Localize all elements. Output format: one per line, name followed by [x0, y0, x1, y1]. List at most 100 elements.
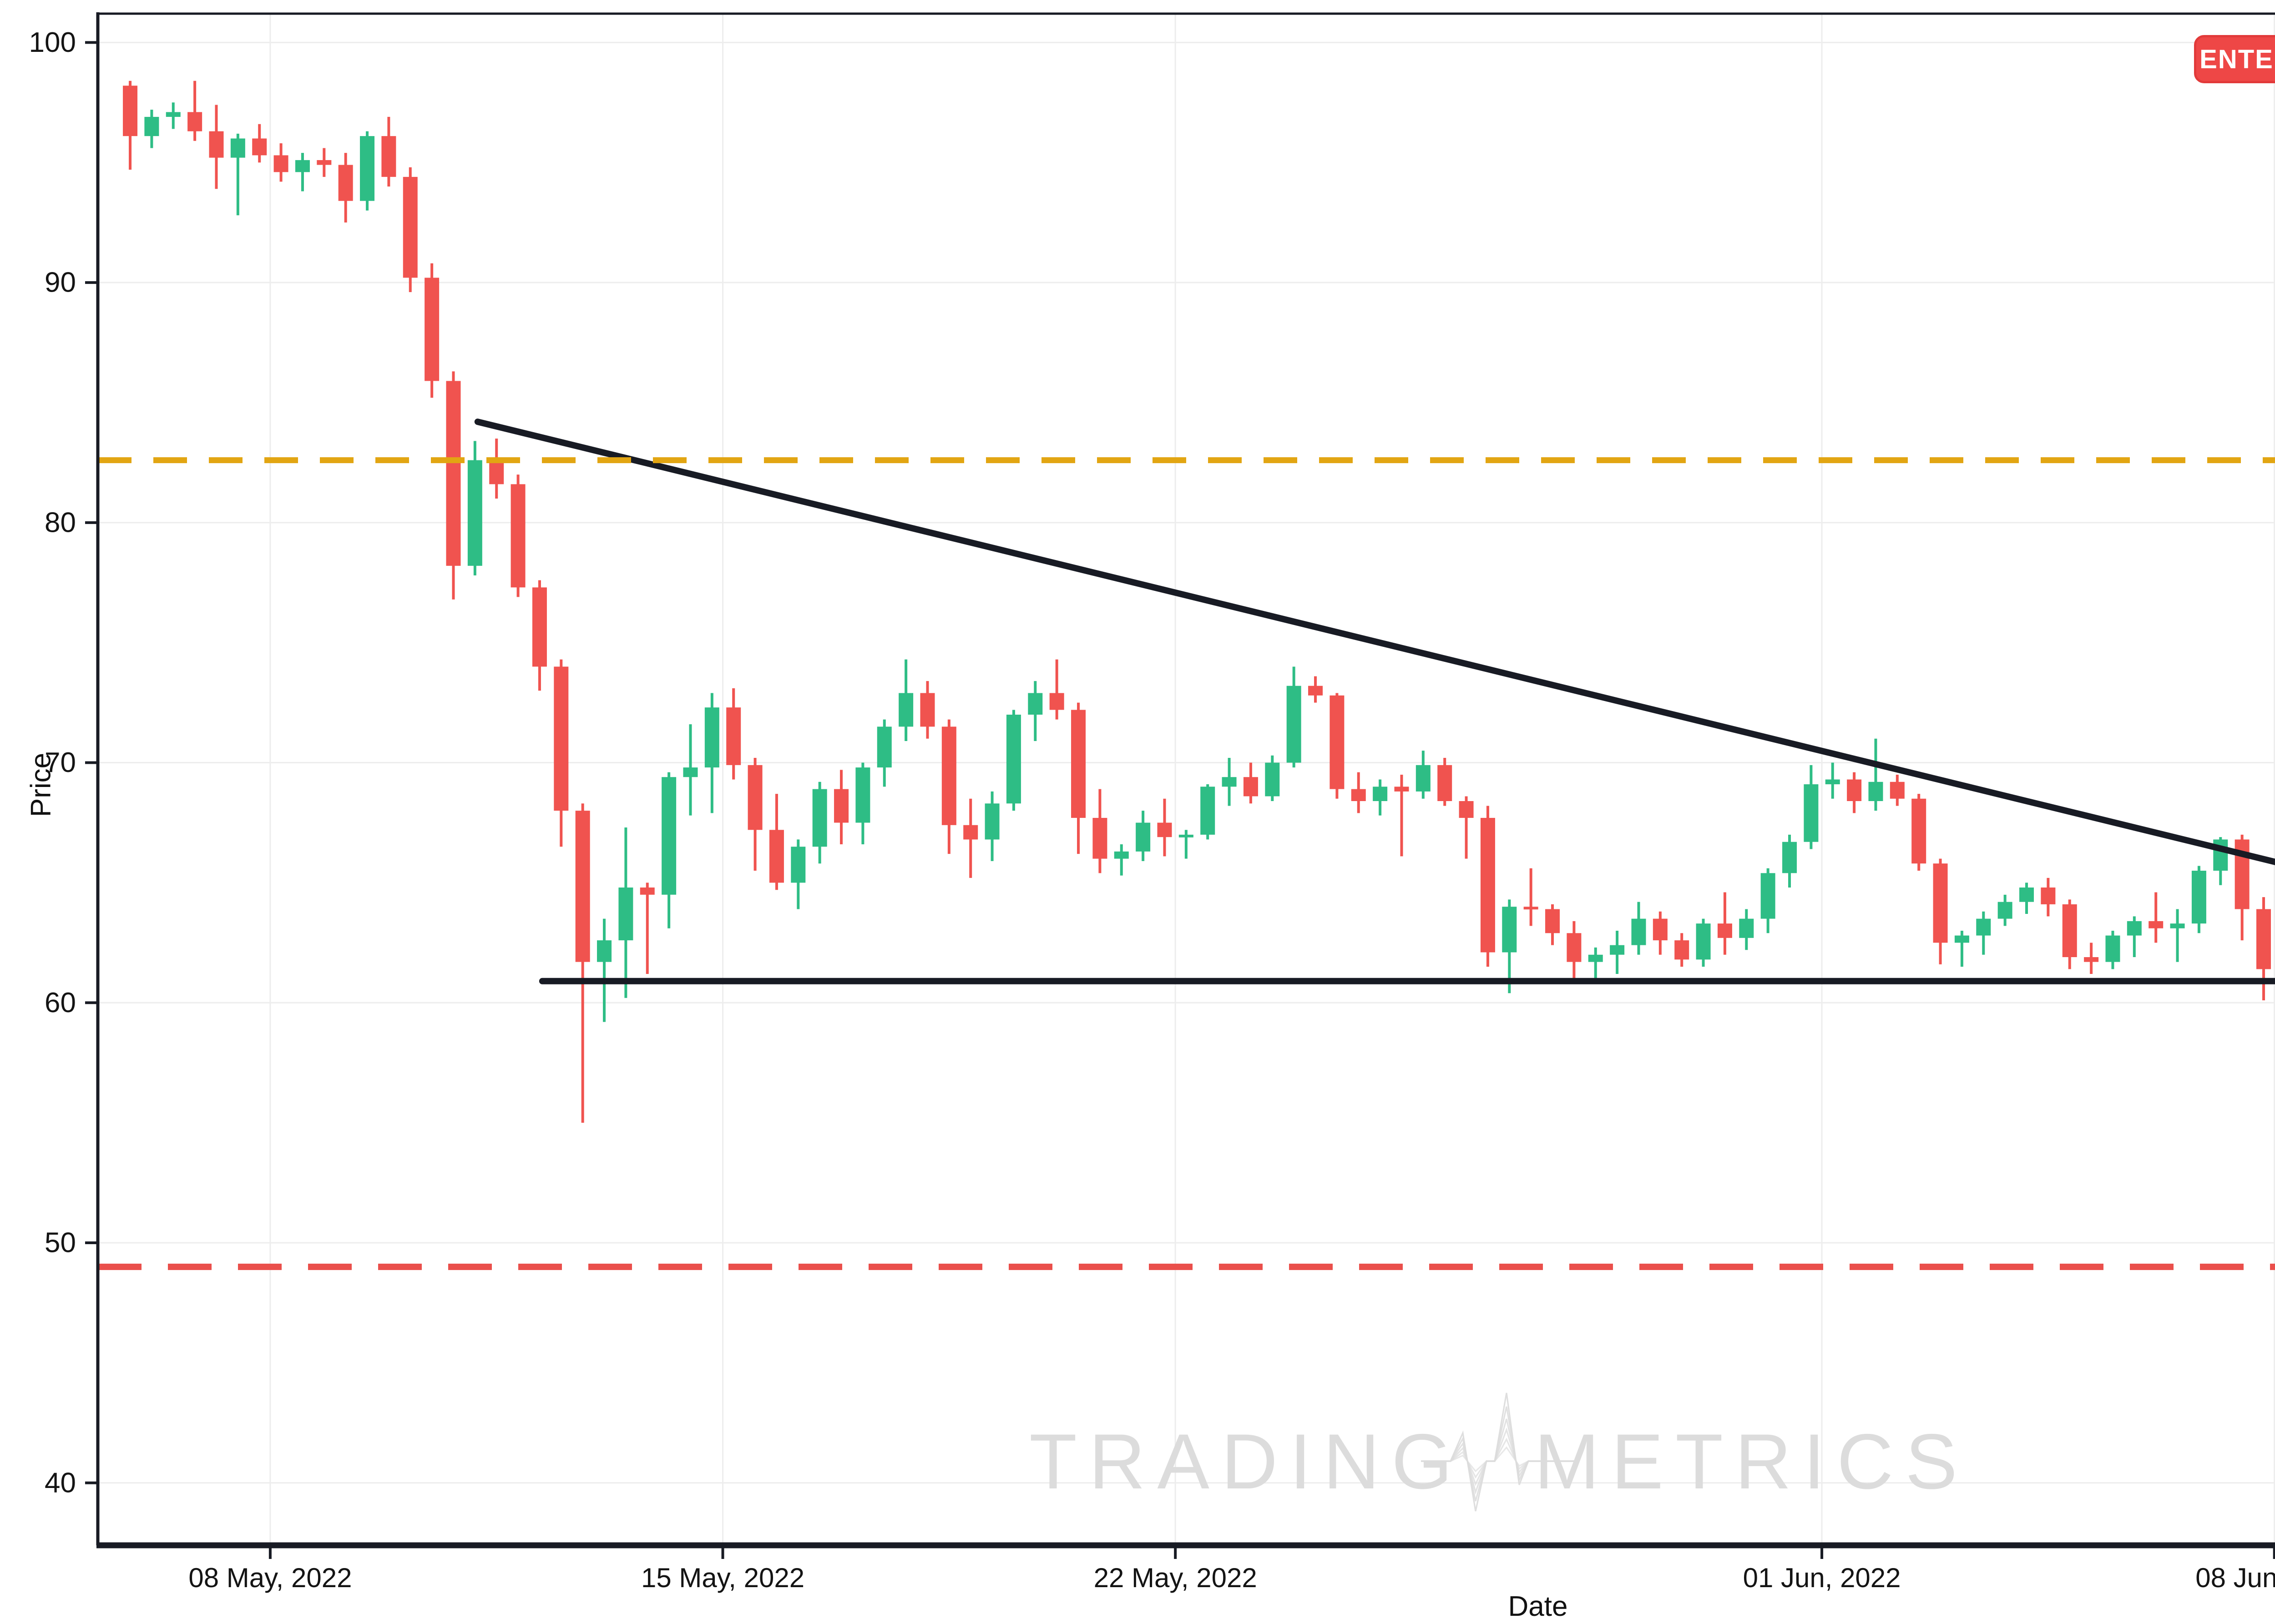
- candle: [1416, 751, 1431, 799]
- candle: [1373, 779, 1388, 816]
- waveform-icon: [1421, 1392, 1576, 1512]
- candle: [123, 81, 138, 170]
- candle-body: [252, 138, 267, 156]
- candle-body: [511, 484, 526, 588]
- candle: [230, 133, 245, 216]
- candle-body: [1523, 907, 1538, 910]
- candle-body: [230, 138, 245, 158]
- candle-body: [1502, 907, 1517, 953]
- candle: [1868, 738, 1883, 811]
- candle-body: [489, 460, 504, 484]
- candle-body: [1157, 822, 1172, 837]
- candle-body: [1136, 822, 1151, 852]
- candle: [1459, 796, 1474, 859]
- candle: [985, 791, 1000, 861]
- candle: [1157, 798, 1172, 857]
- x-tick-label: 01 Jun, 2022: [1743, 1563, 1901, 1593]
- candle-body: [1006, 715, 1021, 804]
- candle: [1696, 918, 1711, 967]
- candle: [532, 580, 547, 691]
- y-tick-label: 90: [45, 267, 76, 298]
- candlestick-series: [123, 81, 2271, 1123]
- candle-body: [1588, 954, 1603, 962]
- candle-body: [726, 707, 741, 765]
- candle: [2084, 943, 2099, 974]
- candle: [2256, 897, 2271, 1001]
- candle: [941, 719, 956, 854]
- candle-body: [2041, 887, 2056, 904]
- candle: [1286, 666, 1301, 768]
- candle: [1114, 844, 1129, 876]
- candle: [1308, 676, 1323, 703]
- candle-body: [381, 136, 396, 177]
- candle-body: [1459, 801, 1474, 818]
- candle: [575, 803, 590, 1123]
- candle-body: [855, 767, 870, 823]
- enter-short-badge: ENTER SHORT: [2194, 35, 2275, 83]
- candle-body: [1545, 909, 1560, 933]
- candle-body: [1631, 918, 1646, 945]
- candle: [963, 798, 978, 878]
- candle-body: [1200, 787, 1215, 835]
- y-tick-label: 70: [45, 747, 76, 778]
- gridlines: [98, 14, 2275, 1545]
- candle-body: [144, 116, 159, 136]
- candle: [511, 474, 526, 597]
- candle: [1674, 933, 1689, 967]
- candle-body: [1954, 935, 1969, 943]
- candle: [920, 681, 935, 739]
- watermark: TRADING METRICS: [1029, 1392, 1969, 1512]
- candle-body: [446, 381, 461, 566]
- candle: [1717, 892, 1732, 955]
- candle: [1997, 894, 2012, 926]
- x-tick-label: 08 May, 2022: [188, 1563, 352, 1593]
- candle: [1071, 702, 1086, 854]
- candle-body: [187, 112, 202, 131]
- candle: [2105, 930, 2120, 969]
- candle-body: [1717, 923, 1732, 938]
- y-tick-label: 100: [29, 27, 76, 58]
- candle-body: [1308, 686, 1323, 696]
- candle: [1028, 681, 1043, 741]
- candle: [360, 131, 375, 211]
- candle-body: [1330, 695, 1345, 789]
- candle-body: [1394, 787, 1409, 792]
- candle-body: [1480, 817, 1495, 953]
- descending-trendline: [474, 419, 2275, 865]
- candle: [554, 659, 569, 847]
- y-tick-label: 60: [45, 987, 76, 1019]
- candle: [662, 772, 677, 928]
- candle-body: [791, 847, 806, 883]
- candle: [769, 794, 784, 890]
- candle-body: [1092, 817, 1107, 859]
- y-tick-label: 40: [45, 1467, 76, 1498]
- candle: [1976, 911, 1991, 955]
- candle: [1890, 774, 1905, 806]
- candle-body: [123, 86, 138, 136]
- candle: [1178, 830, 1193, 859]
- candle-body: [1997, 902, 2012, 919]
- candle: [1523, 868, 1538, 926]
- candle-body: [425, 277, 440, 381]
- candle-body: [963, 825, 978, 840]
- candle-body: [1286, 686, 1301, 763]
- annotation-lines: [98, 419, 2275, 1270]
- candle-body: [1351, 789, 1366, 801]
- candle-body: [618, 887, 633, 941]
- candle-body: [403, 177, 418, 278]
- candle: [1804, 765, 1819, 849]
- candle-body: [295, 160, 310, 172]
- candle-body: [769, 830, 784, 883]
- candle-body: [2019, 887, 2034, 902]
- candle-body: [2170, 923, 2185, 928]
- candle-body: [317, 160, 332, 165]
- candle-body: [1933, 863, 1948, 943]
- candle: [2041, 878, 2056, 917]
- candle-body: [1782, 842, 1797, 873]
- watermark-text-right: METRICS: [1534, 1418, 1969, 1505]
- candle-body: [166, 112, 181, 117]
- axes: 40 50 60 70 80 90 100 08 May, 2022 15 May, 2022 2…: [29, 12, 2275, 1593]
- candle: [1480, 806, 1495, 967]
